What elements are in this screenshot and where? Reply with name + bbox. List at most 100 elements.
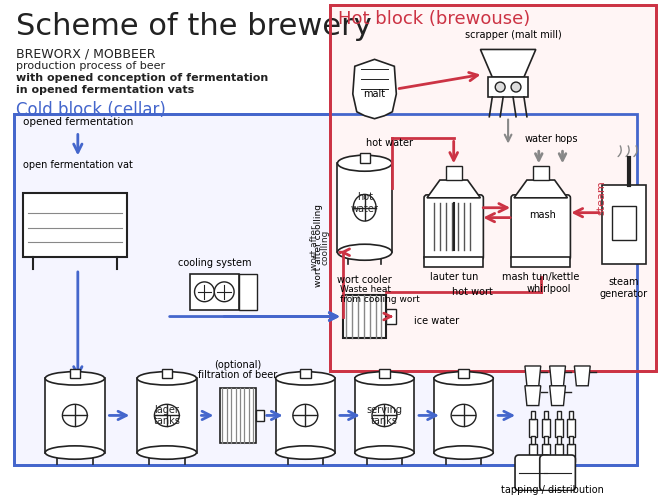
Text: Waste heat
from cooling wort: Waste heat from cooling wort [340, 285, 419, 304]
Text: steam: steam [596, 181, 606, 215]
Ellipse shape [372, 404, 397, 427]
Bar [360, 153, 370, 163]
Bar [602, 185, 646, 264]
Ellipse shape [434, 372, 493, 385]
Bar [137, 378, 196, 452]
Polygon shape [353, 60, 397, 119]
Polygon shape [549, 386, 565, 406]
Text: filtration of beer: filtration of beer [198, 370, 277, 380]
Text: tapping / distribution: tapping / distribution [501, 485, 604, 495]
Ellipse shape [353, 194, 376, 221]
Bar [529, 420, 537, 437]
Bar [458, 370, 469, 378]
Text: whirlpool: whirlpool [527, 284, 571, 294]
Ellipse shape [275, 372, 335, 385]
Text: scrapper (malt mill): scrapper (malt mill) [465, 30, 561, 40]
Bar [544, 436, 547, 444]
Bar [544, 412, 547, 420]
Bar [23, 193, 127, 257]
Text: mash tun/kettle: mash tun/kettle [502, 272, 580, 282]
Text: wort after
coolling: wort after coolling [310, 225, 330, 270]
Polygon shape [480, 50, 536, 77]
Bar [13, 114, 636, 465]
Bar [190, 274, 239, 310]
Ellipse shape [293, 404, 318, 427]
Bar [424, 257, 483, 267]
Text: cooling system: cooling system [178, 258, 251, 268]
Bar [275, 378, 335, 452]
Ellipse shape [45, 446, 105, 459]
FancyBboxPatch shape [540, 455, 576, 491]
Bar [379, 370, 390, 378]
Polygon shape [427, 180, 480, 198]
Ellipse shape [62, 404, 87, 427]
Bar [557, 412, 561, 420]
Ellipse shape [338, 244, 392, 260]
Bar [256, 410, 264, 422]
Ellipse shape [338, 155, 392, 171]
Text: wort cooler: wort cooler [337, 275, 392, 285]
Ellipse shape [451, 404, 476, 427]
Bar [70, 370, 80, 378]
Bar [557, 436, 561, 444]
Bar [220, 388, 256, 443]
Text: ice water: ice water [414, 316, 459, 326]
Bar [355, 378, 414, 452]
Text: production process of beer: production process of beer [15, 62, 165, 71]
Text: hops: hops [553, 133, 578, 143]
Bar [488, 77, 528, 97]
Text: in opened fermentation vats: in opened fermentation vats [15, 85, 194, 95]
Text: (optional): (optional) [214, 360, 262, 370]
Bar [330, 5, 657, 371]
Bar [555, 444, 563, 462]
Bar [511, 257, 570, 267]
Text: steam
generator: steam generator [600, 277, 648, 299]
Text: Hot block (brewouse): Hot block (brewouse) [338, 10, 530, 28]
Polygon shape [525, 386, 541, 406]
Ellipse shape [434, 446, 493, 459]
Bar [239, 274, 257, 310]
Bar [612, 206, 636, 241]
Bar [434, 378, 493, 452]
Text: water: water [525, 133, 553, 143]
Text: lauter tun: lauter tun [429, 272, 478, 282]
Bar [338, 163, 392, 252]
Text: hot
water: hot water [350, 192, 379, 214]
Text: wort after coolling: wort after coolling [314, 204, 323, 287]
Text: Scheme of the brewery: Scheme of the brewery [15, 12, 371, 41]
Bar [45, 378, 105, 452]
Bar [330, 5, 657, 371]
Circle shape [511, 82, 521, 92]
Bar [13, 114, 636, 465]
Bar [387, 309, 397, 324]
Bar [555, 420, 563, 437]
Text: lager
tanks: lager tanks [153, 405, 180, 426]
FancyBboxPatch shape [511, 195, 570, 260]
Ellipse shape [275, 446, 335, 459]
Polygon shape [514, 180, 567, 198]
Bar [446, 166, 462, 180]
Bar [567, 420, 576, 437]
Text: BREWORX / MOBBEER: BREWORX / MOBBEER [15, 48, 155, 61]
Ellipse shape [45, 372, 105, 385]
Bar [529, 444, 537, 462]
Polygon shape [525, 366, 541, 386]
Bar [542, 444, 549, 462]
Bar [161, 370, 172, 378]
FancyBboxPatch shape [515, 455, 551, 491]
Bar [531, 436, 535, 444]
Text: opened fermentation: opened fermentation [23, 117, 134, 126]
Text: hot wort: hot wort [452, 287, 493, 297]
Bar [533, 166, 549, 180]
Text: open fermentation vat: open fermentation vat [23, 160, 133, 170]
Bar [542, 420, 549, 437]
Polygon shape [549, 366, 565, 386]
Circle shape [214, 282, 234, 302]
Text: hot water: hot water [366, 138, 413, 148]
Ellipse shape [137, 372, 196, 385]
Text: serving
tanks: serving tanks [366, 405, 403, 426]
Bar [570, 436, 574, 444]
Text: with opened conception of fermentation: with opened conception of fermentation [15, 73, 268, 83]
Bar [567, 444, 576, 462]
Bar [531, 412, 535, 420]
